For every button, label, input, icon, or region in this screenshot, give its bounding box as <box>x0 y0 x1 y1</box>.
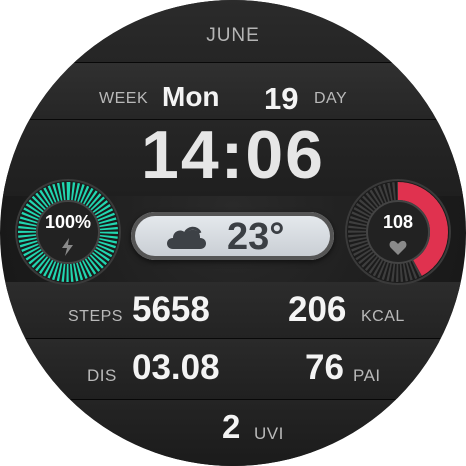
day-label: DAY <box>314 90 348 107</box>
distance-value: 03.08 <box>132 348 220 387</box>
heart-rate-ring <box>345 179 451 285</box>
month-label: JUNE <box>206 25 260 46</box>
cloud-icon <box>163 221 209 256</box>
weekday-value: Mon <box>162 81 220 112</box>
pai-label: PAI <box>353 366 381 385</box>
distance-band <box>0 339 466 399</box>
uvi-label: UVI <box>254 424 284 443</box>
month-band <box>0 0 466 62</box>
battery-ring <box>15 179 121 285</box>
pai-value: 76 <box>305 348 344 387</box>
lightning-icon <box>58 237 78 262</box>
steps-label: STEPS <box>68 308 123 325</box>
heart-icon <box>389 240 407 261</box>
day-value: 19 <box>264 81 299 116</box>
battery-value: 100% <box>44 212 92 232</box>
date-band <box>0 63 466 119</box>
steps-value: 5658 <box>132 290 210 329</box>
divider <box>0 62 466 63</box>
calories-label: KCAL <box>361 308 405 325</box>
divider <box>0 399 466 400</box>
week-label: WEEK <box>99 90 149 107</box>
battery-gauge[interactable]: 100% <box>13 177 123 287</box>
uvi-band <box>0 400 466 466</box>
weather-widget[interactable]: 23° <box>131 212 334 260</box>
distance-label: DIS <box>87 366 117 385</box>
heart-rate-value: 108 <box>382 212 414 232</box>
steps-band <box>0 282 466 338</box>
divider <box>0 119 466 120</box>
uvi-value: 2 <box>222 408 241 445</box>
temperature-value: 23° <box>227 216 285 258</box>
heart-rate-gauge[interactable]: 108 <box>343 177 453 287</box>
calories-value: 206 <box>288 290 347 329</box>
divider <box>0 338 466 339</box>
time-display: 14:06 <box>141 117 325 193</box>
